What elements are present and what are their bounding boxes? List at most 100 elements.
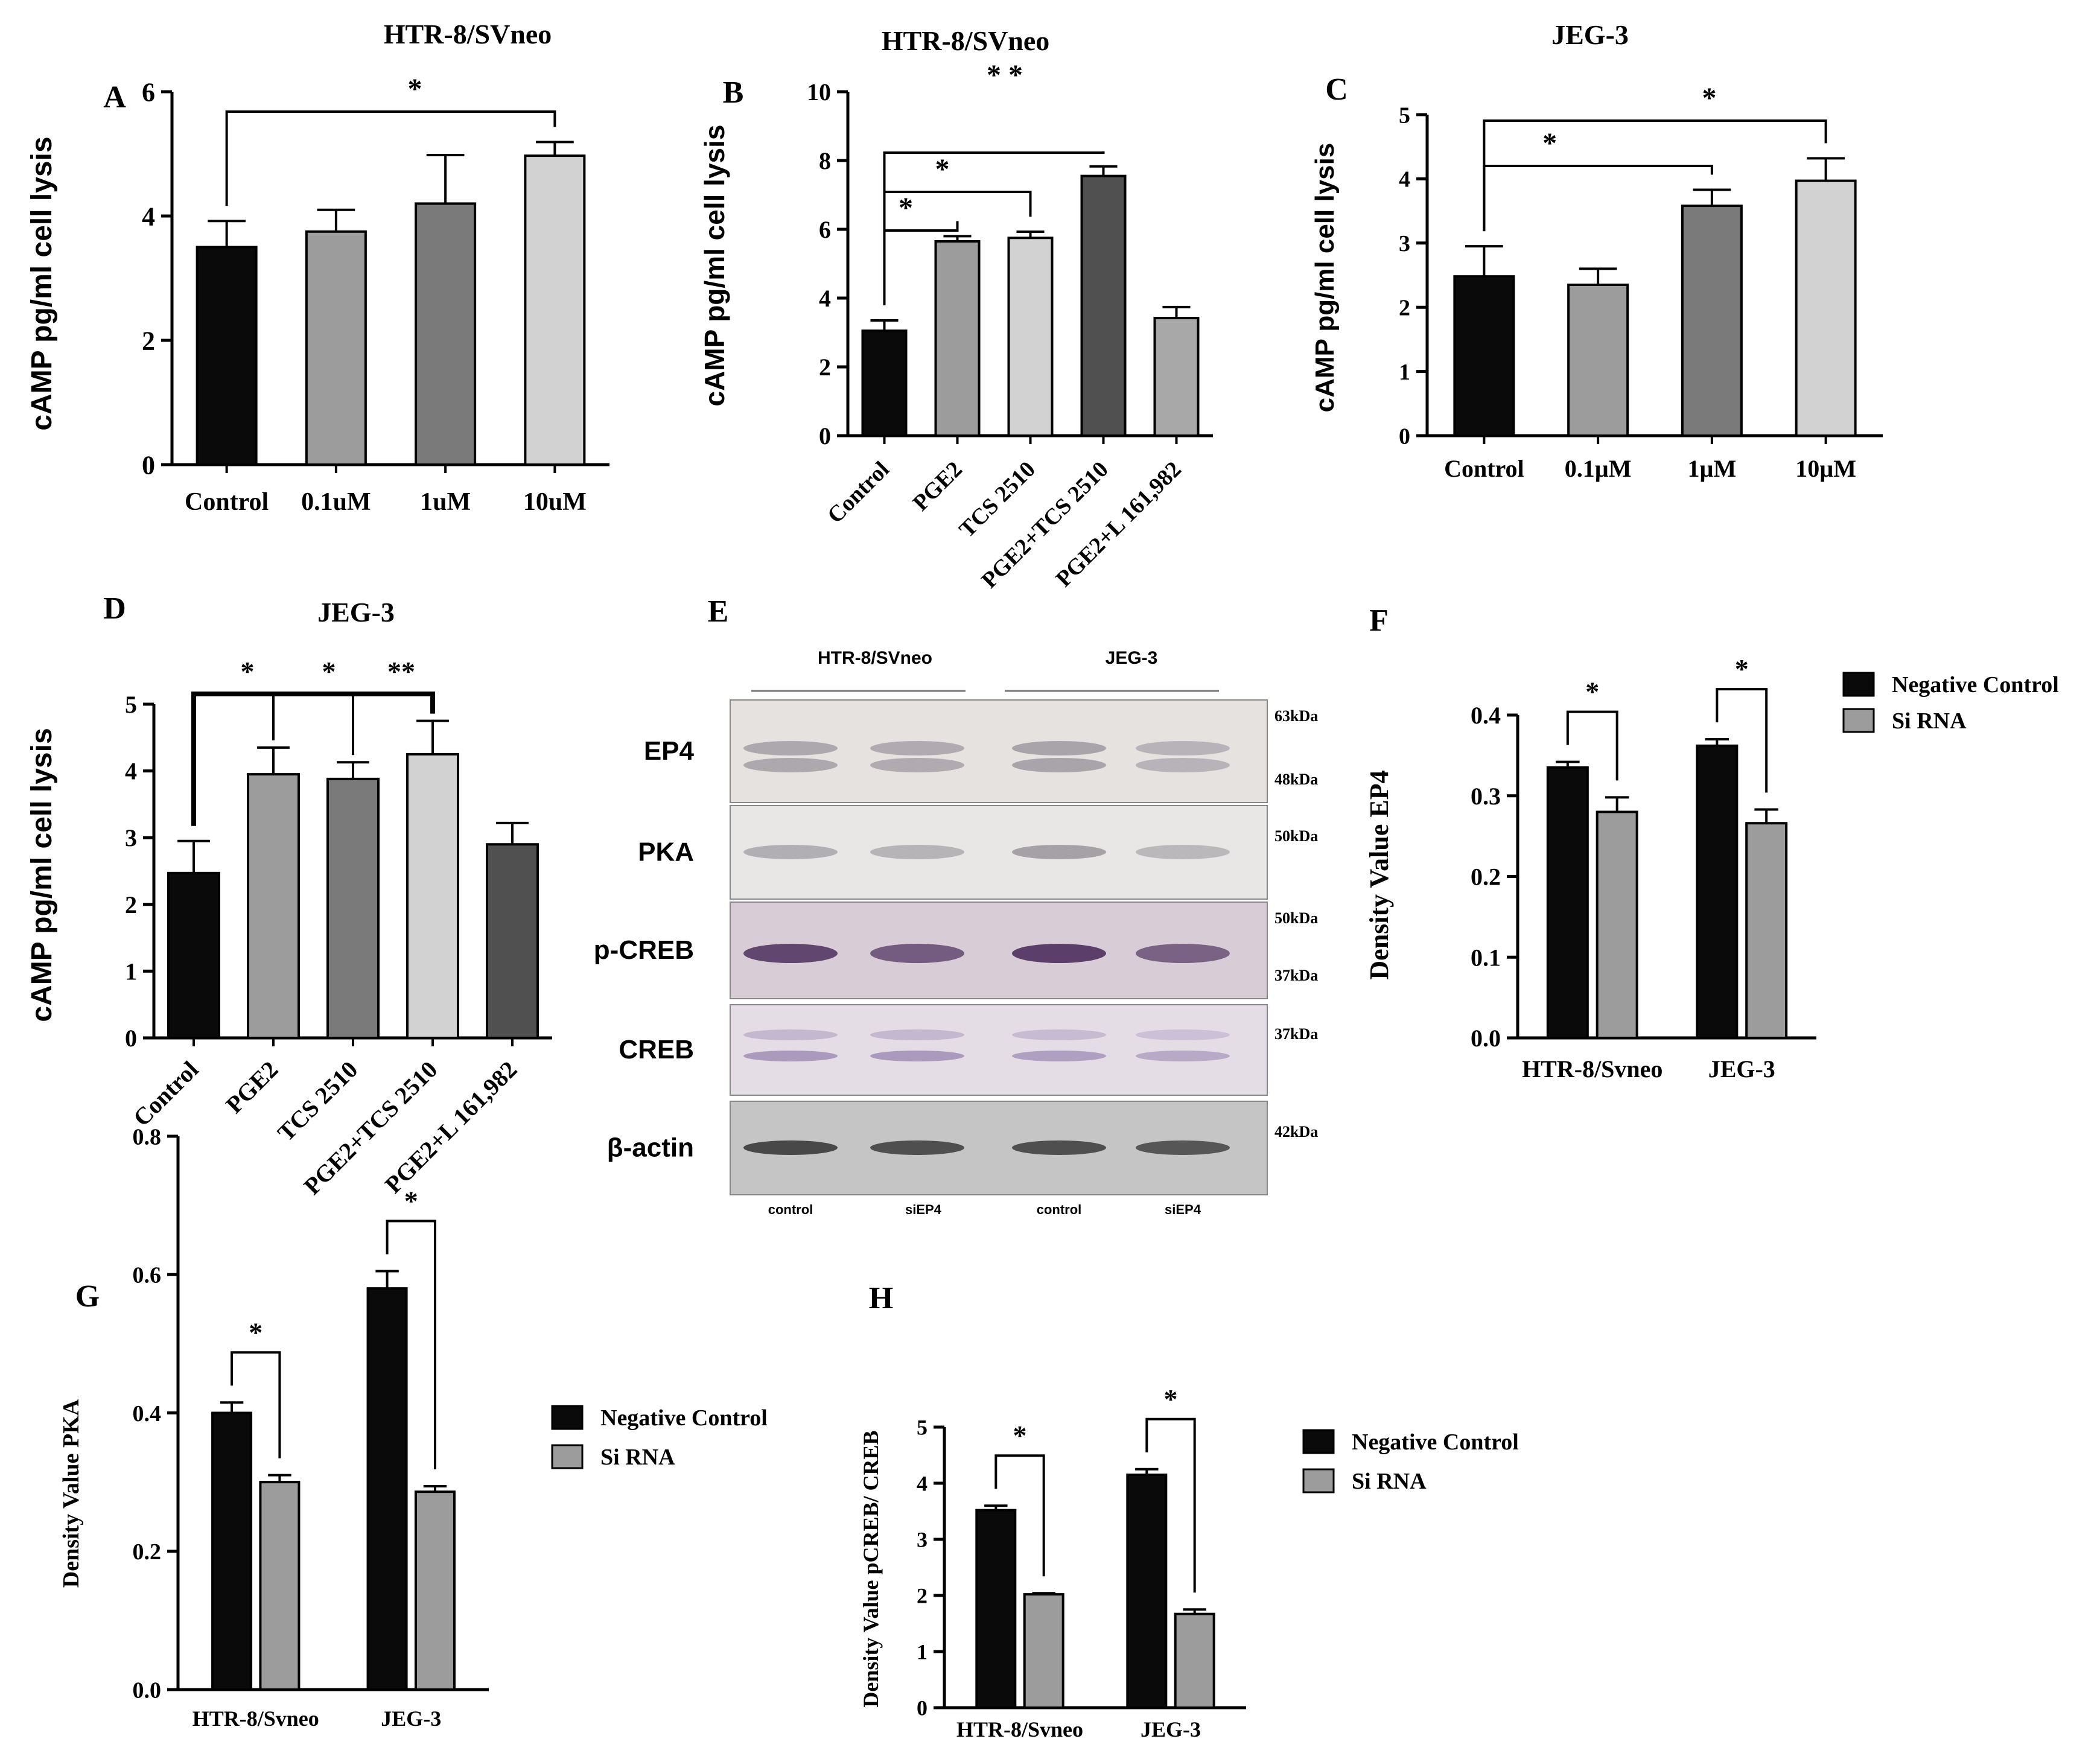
- x-tick-label: Control: [185, 488, 269, 516]
- protein-band: [1136, 1140, 1230, 1155]
- bar: [305, 230, 367, 466]
- y-tick-label: 2: [1399, 296, 1410, 321]
- legend-swatch: [1302, 1429, 1335, 1454]
- molecular-weight-label: 37kDa: [1274, 967, 1318, 984]
- y-axis-label: Density Value PKA: [59, 1399, 84, 1588]
- significance-bracket: [1716, 688, 1768, 793]
- panel-a: 0 2 4 6 cAMP pg/ml cell lysis A HTR-8/SVneo Con…: [26, 19, 609, 516]
- legend-swatch: [1302, 1468, 1335, 1493]
- protein-band: [1012, 944, 1106, 963]
- bar: [211, 1411, 253, 1691]
- y-tick-label: 5: [1399, 103, 1410, 128]
- significance-bracket: [1483, 119, 1827, 232]
- lane-label: control: [1037, 1202, 1082, 1217]
- bar: [1681, 205, 1743, 437]
- y-tick-label: 3: [917, 1528, 928, 1552]
- bar: [326, 777, 380, 1039]
- significance-bracket: [1566, 710, 1618, 781]
- legend-swatch: [1842, 708, 1875, 733]
- protein-band: [870, 758, 964, 772]
- protein-band: [870, 1029, 964, 1040]
- bar: [196, 246, 258, 466]
- y-axis-label: Density Value EP4: [1364, 770, 1394, 979]
- bar: [1023, 1593, 1064, 1709]
- y-axis-label: cAMP pg/ml cell lysis: [1310, 143, 1340, 413]
- y-tick-label: 0: [917, 1696, 928, 1720]
- y-tick-label: 0.6: [133, 1263, 162, 1288]
- protein-band: [870, 741, 964, 755]
- x-group-label: JEG-3: [1708, 1055, 1775, 1083]
- molecular-weight-label: 42kDa: [1274, 1123, 1318, 1140]
- panel-letter: H: [869, 1281, 893, 1315]
- y-tick-label: 5: [917, 1416, 928, 1440]
- bar: [1153, 317, 1200, 437]
- protein-band: [1136, 944, 1230, 963]
- y-tick-label: 10: [807, 78, 831, 106]
- y-tick-label: 0.0: [133, 1678, 162, 1703]
- bar: [414, 1490, 456, 1691]
- lane-label: siEP4: [1165, 1202, 1201, 1217]
- protein-band: [1012, 845, 1106, 859]
- x-tick-label: PGE2+L 161,982: [380, 1056, 523, 1199]
- significance-label: *: [408, 73, 422, 105]
- legend-label: Si RNA: [1352, 1469, 1427, 1494]
- molecular-weight-label: 37kDa: [1274, 1025, 1318, 1043]
- y-axis-label: cAMP pg/ml cell lysis: [26, 728, 58, 1022]
- y-tick-label: 2: [125, 891, 137, 918]
- x-tick-label: Control: [128, 1056, 204, 1132]
- panel-c: 0 1 2 3 4 5 cAMP pg/ml cell lysis C JEG-3 Control…: [1310, 19, 1883, 482]
- y-axis-label: cAMP pg/ml cell lysis: [26, 136, 58, 430]
- y-tick-label: 0.4: [1471, 702, 1501, 729]
- protein-band: [743, 758, 838, 772]
- protein-band: [1012, 1140, 1106, 1155]
- blot-row-label: p-CREB: [594, 935, 694, 965]
- x-tick-label: 0.1uM: [301, 488, 371, 516]
- protein-band: [743, 1051, 838, 1061]
- y-tick-label: 0.1: [1471, 944, 1501, 971]
- protein-band: [1136, 758, 1230, 772]
- y-axis-label: cAMP pg/ml cell lysis: [699, 124, 730, 406]
- y-tick-label: 4: [819, 285, 831, 312]
- y-tick-label: 5: [125, 691, 137, 718]
- protein-band: [1012, 758, 1106, 772]
- significance-label: *: [404, 1186, 418, 1217]
- blot-row-label: β-actin: [607, 1133, 694, 1163]
- molecular-weight-label: 48kDa: [1274, 771, 1318, 788]
- significance-label: *: [1585, 676, 1599, 707]
- panel-letter: A: [103, 80, 126, 115]
- significance-label: *: [1735, 654, 1749, 684]
- y-tick-label: 6: [142, 77, 155, 107]
- y-tick-label: 2: [819, 354, 831, 381]
- y-tick-label: 1: [917, 1640, 928, 1664]
- legend-swatch: [1842, 672, 1875, 697]
- protein-band: [870, 1051, 964, 1061]
- blot-strip: [730, 1004, 1268, 1096]
- legend-label: Negative Control: [1352, 1430, 1519, 1455]
- y-tick-label: 0.2: [1471, 864, 1501, 891]
- legend-label: Negative Control: [1892, 672, 2059, 698]
- x-group-label: JEG-3: [381, 1706, 441, 1731]
- y-tick-label: 4: [125, 758, 137, 785]
- y-tick-label: 1: [125, 958, 137, 985]
- significance-bracket: [191, 692, 435, 826]
- bar: [975, 1509, 1017, 1709]
- protein-band: [1012, 741, 1106, 755]
- panel-letter: D: [103, 591, 126, 626]
- protein-band: [743, 845, 838, 859]
- bar: [934, 240, 981, 437]
- bar: [1126, 1474, 1168, 1710]
- bar: [1453, 275, 1515, 437]
- chart-title: JEG-3: [1551, 19, 1629, 50]
- significance-label: *: [322, 656, 336, 687]
- panel-letter: C: [1325, 72, 1348, 107]
- protein-band: [743, 1029, 838, 1040]
- panel-letter: B: [723, 75, 744, 110]
- x-tick-label: PGE2+L 161,982: [1051, 457, 1186, 592]
- significance-bracket: [1483, 165, 1713, 232]
- y-tick-label: 0.4: [133, 1401, 162, 1426]
- protein-band: [1012, 1029, 1106, 1040]
- protein-band: [870, 845, 964, 859]
- y-tick-label: 0: [819, 422, 831, 450]
- bar: [1596, 810, 1638, 1039]
- chart-title: HTR-8/SVneo: [384, 19, 552, 49]
